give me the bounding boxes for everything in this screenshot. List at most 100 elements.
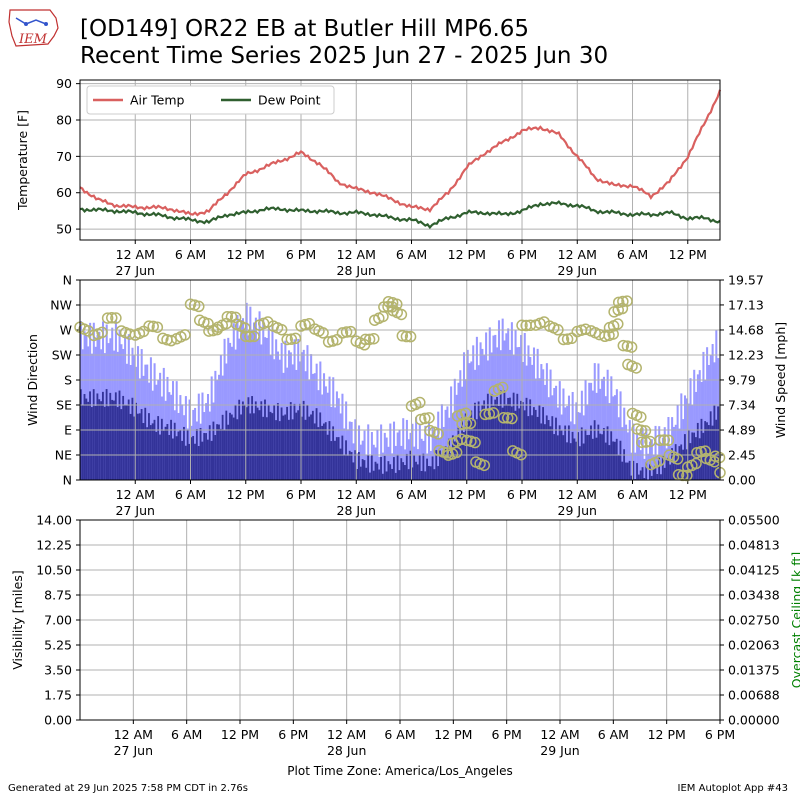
speed-bar (621, 461, 624, 480)
wind-speed-tick-label: 17.13 (728, 297, 764, 312)
speed-bar (118, 390, 121, 480)
speed-bar (243, 404, 246, 480)
speed-bar (544, 424, 547, 480)
speed-bar (319, 412, 322, 480)
wind-day-label: 27 Jun (116, 503, 155, 518)
speed-bar (599, 433, 602, 480)
temp-axis-label: Temperature [F] (15, 110, 30, 211)
speed-bar (135, 402, 138, 480)
speed-bar (529, 399, 532, 480)
direction-marker (561, 333, 574, 345)
speed-bar (102, 391, 105, 480)
speed-bar (411, 467, 414, 480)
speed-bar (483, 400, 486, 480)
speed-bar (275, 420, 278, 480)
speed-bar (628, 460, 631, 480)
speed-bar (427, 466, 431, 480)
speed-bar (652, 469, 655, 480)
wind-xtick-label: 6 AM (617, 487, 648, 502)
direction-marker (275, 323, 288, 336)
gust-bar (405, 419, 408, 480)
speed-bar (601, 434, 604, 480)
vis-tick-label: 0.00 (44, 713, 72, 728)
speed-bar (376, 463, 379, 480)
gust-bar (658, 426, 661, 480)
speed-bar (654, 465, 657, 480)
speed-bar (114, 392, 117, 480)
speed-bar (370, 455, 373, 480)
speed-bar (94, 405, 97, 480)
temp-ytick-label: 90 (56, 76, 72, 91)
temp-ytick-label: 60 (56, 185, 72, 200)
speed-bar (696, 422, 699, 480)
direction-marker (621, 295, 633, 307)
direction-marker (359, 333, 372, 346)
speed-bar (367, 454, 370, 480)
ceiling-tick-label: 0.00688 (728, 688, 780, 703)
gust-bar (485, 332, 488, 480)
wind-speed-axis-label: Wind Speed [mph] (773, 322, 788, 438)
speed-bar (271, 413, 274, 480)
speed-bar (538, 405, 541, 480)
speed-bar (140, 409, 143, 480)
vis-day-label: 27 Jun (114, 743, 153, 758)
gust-bar (184, 396, 187, 480)
direction-marker (662, 434, 675, 447)
speed-bar (267, 404, 270, 480)
ceiling-tick-label: 0.03438 (728, 588, 780, 603)
wind-xtick-label: 12 PM (227, 487, 265, 502)
speed-bar (293, 403, 296, 480)
direction-marker (690, 457, 702, 470)
gust-bar (350, 421, 353, 480)
speed-bar (295, 412, 298, 480)
speed-bar (394, 472, 397, 480)
speed-bar (676, 456, 679, 480)
speed-bar (278, 421, 281, 480)
speed-bar (170, 419, 173, 480)
gust-bar (610, 376, 613, 480)
gust-bar (654, 425, 657, 480)
temp-ytick-label: 70 (56, 149, 72, 164)
gust-bar (219, 355, 222, 480)
gust-bar (656, 456, 659, 480)
direction-marker (184, 298, 197, 310)
speed-bar (444, 446, 447, 480)
speed-bar (612, 441, 615, 480)
gust-bar (402, 418, 405, 480)
speed-bar (192, 436, 195, 480)
gust-bar (206, 393, 210, 480)
gust-bar (236, 314, 239, 480)
speed-bar (378, 469, 381, 480)
timezone-label: Plot Time Zone: America/Los_Angeles (287, 764, 513, 778)
speed-bar (354, 450, 357, 480)
gust-bar (693, 369, 696, 480)
gust-bar (639, 450, 642, 480)
direction-marker (612, 296, 625, 309)
wind-day-label: 29 Jun (558, 503, 597, 518)
direction-marker (658, 434, 671, 446)
wind-direction-tick-label: E (64, 423, 72, 438)
gust-bar (660, 444, 663, 480)
wind-xtick-label: 6 PM (507, 487, 537, 502)
gust-bar (197, 393, 200, 480)
speed-bar (111, 399, 114, 480)
speed-bar (435, 450, 438, 480)
speed-bar (159, 434, 162, 480)
wind-direction-tick-label: S (64, 373, 72, 388)
speed-bar (387, 461, 390, 480)
title-line-2: Recent Time Series 2025 Jun 27 - 2025 Ju… (80, 43, 609, 69)
speed-bar (507, 397, 510, 480)
direction-marker (557, 333, 570, 346)
speed-bar (358, 452, 361, 480)
gust-bar (643, 458, 646, 480)
gust-bar (223, 338, 226, 480)
speed-bar (194, 443, 197, 480)
speed-bar (383, 455, 386, 480)
speed-bar (453, 441, 456, 480)
speed-bar (230, 414, 233, 480)
speed-bar (142, 423, 145, 480)
speed-bar (630, 475, 633, 480)
speed-bar (422, 453, 425, 480)
gust-bar (392, 421, 396, 480)
speed-bar (129, 413, 132, 480)
